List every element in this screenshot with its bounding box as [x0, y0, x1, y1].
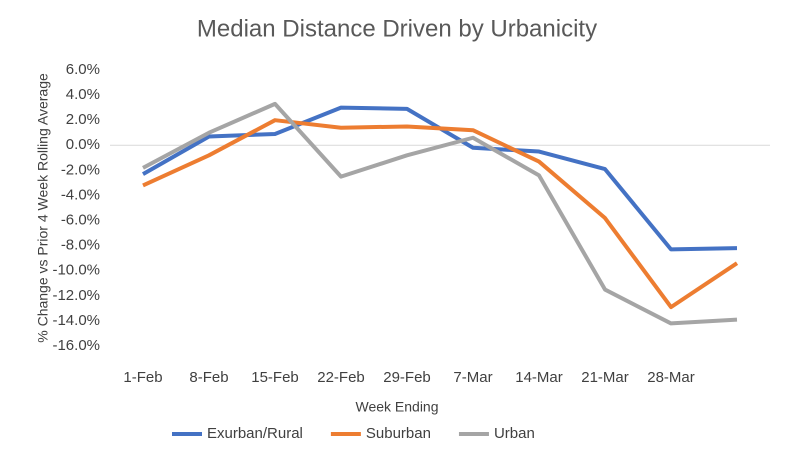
- y-tick-label: -10.0%: [52, 262, 100, 279]
- x-tick-label: 29-Feb: [383, 369, 431, 386]
- x-tick-label: 14-Mar: [515, 369, 563, 386]
- x-tick-label: 21-Mar: [581, 369, 629, 386]
- x-axis-title: Week Ending: [355, 399, 438, 415]
- y-tick-label: -14.0%: [52, 312, 100, 329]
- x-tick-label: 1-Feb: [123, 369, 162, 386]
- series-line: [142, 118, 739, 310]
- x-tick-label: 15-Feb: [251, 369, 299, 386]
- chart-title: Median Distance Driven by Urbanicity: [197, 15, 597, 42]
- series-line: [142, 101, 738, 326]
- x-tick-label: 7-Mar: [453, 369, 492, 386]
- y-tick-label: -4.0%: [61, 186, 100, 203]
- x-tick-label: 8-Feb: [189, 369, 228, 386]
- y-tick-label: -2.0%: [61, 161, 100, 178]
- legend-label: Suburban: [366, 425, 431, 442]
- y-tick-label: -16.0%: [52, 337, 100, 354]
- y-tick-label: 6.0%: [66, 61, 100, 78]
- legend-label: Exurban/Rural: [207, 425, 303, 442]
- y-tick-label: -6.0%: [61, 212, 100, 229]
- y-tick-label: 0.0%: [66, 136, 100, 153]
- legend-label: Urban: [494, 425, 535, 442]
- y-tick-label: -8.0%: [61, 237, 100, 254]
- y-tick-label: -12.0%: [52, 287, 100, 304]
- y-tick-label: 4.0%: [66, 86, 100, 103]
- y-tick-label: 2.0%: [66, 111, 100, 128]
- x-tick-label: 28-Mar: [647, 369, 695, 386]
- y-axis-title: % Change vs Prior 4 Week Rolling Average: [35, 73, 51, 343]
- x-tick-label: 22-Feb: [317, 369, 365, 386]
